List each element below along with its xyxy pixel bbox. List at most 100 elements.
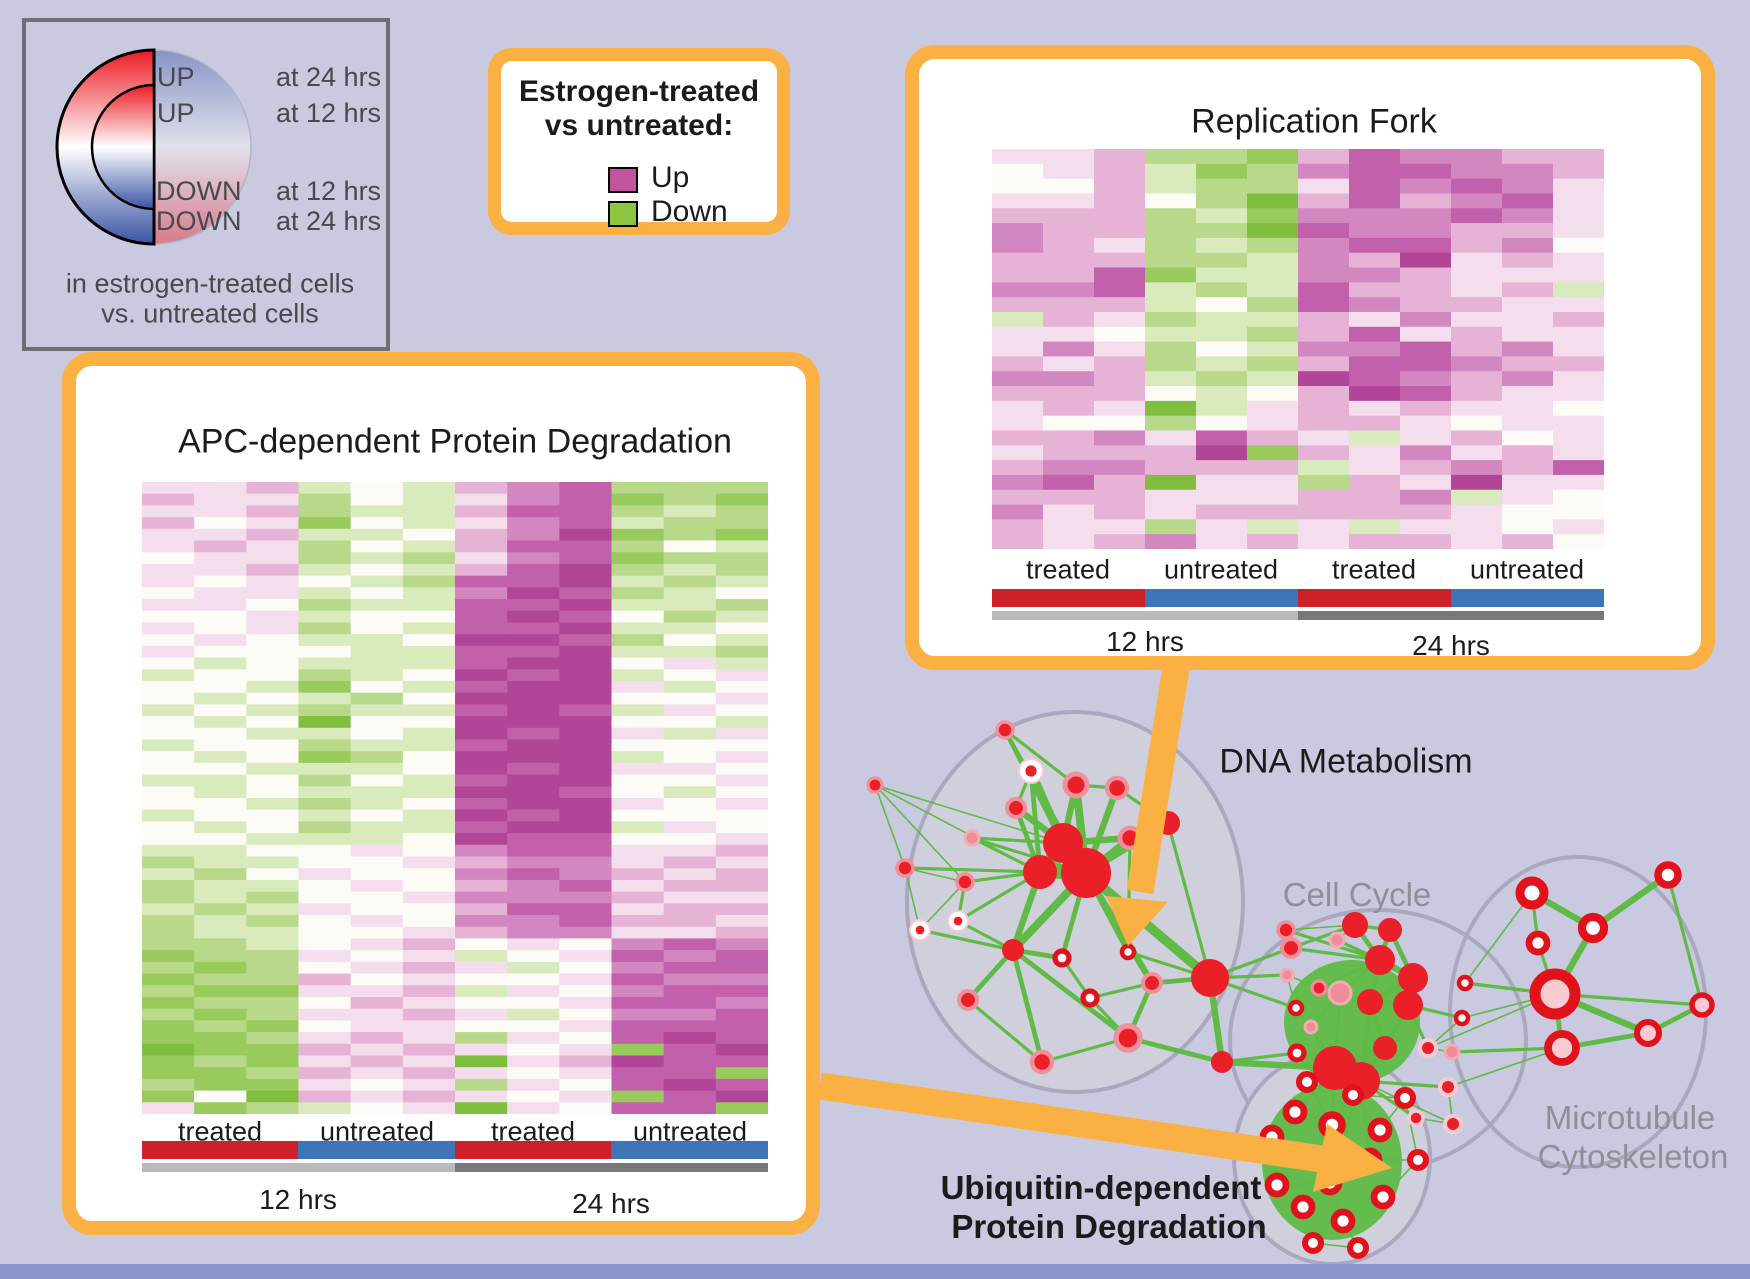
- heatmap-cell: [402, 528, 456, 541]
- heatmap-cell: [1451, 341, 1503, 357]
- heatmap-cell: [455, 891, 508, 904]
- network-node: [963, 829, 981, 847]
- heatmap-cell: [715, 622, 768, 635]
- heatmap-cell: [1400, 237, 1452, 254]
- heatmap-cell: [246, 517, 299, 530]
- heatmap-cell: [559, 1090, 612, 1103]
- figure-bottom-edge-strip: [0, 1264, 1750, 1279]
- heatmap-cell: [1298, 326, 1350, 342]
- heatmap-cell: [507, 891, 560, 904]
- heatmap-cell: [402, 552, 456, 565]
- network-node: [1156, 811, 1180, 835]
- heatmap-cell: [402, 692, 456, 705]
- heatmap-cell: [715, 680, 768, 694]
- heatmap-cell: [1553, 415, 1604, 431]
- heatmap-cell: [1043, 252, 1095, 268]
- heatmap-cell: [1400, 267, 1452, 283]
- heatmap-cell: [1400, 223, 1452, 239]
- heatmap-cell: [715, 1043, 768, 1056]
- heatmap-cell: [455, 528, 508, 541]
- heatmap-cell: [1196, 297, 1248, 313]
- heatmap-cell: [194, 915, 247, 928]
- heatmap-cell: [663, 926, 717, 939]
- heatmap-cell: [1553, 341, 1604, 357]
- heatmap-cell: [715, 950, 768, 963]
- heatmap-cell: [611, 1055, 665, 1068]
- heatmap-cell: [507, 669, 560, 682]
- cluster-ellipse: [905, 710, 1245, 1094]
- heatmap-cell: [559, 505, 612, 518]
- network-edge: [919, 928, 1014, 952]
- heatmap-cell: [246, 599, 299, 612]
- heatmap-cell: [1553, 282, 1604, 298]
- network-node: [1373, 1036, 1397, 1060]
- heatmap-cell: [142, 552, 195, 565]
- heatmap-cell: [1400, 341, 1452, 357]
- heatmap-cell: [559, 493, 612, 506]
- heatmap-cell: [402, 563, 456, 577]
- heatmap-cell: [507, 938, 560, 951]
- apc-panel: APC-dependent Protein Degradation treate…: [62, 352, 820, 1235]
- heatmap-cell: [663, 622, 717, 635]
- heatmap-cell: [455, 786, 508, 799]
- heatmap-cell: [611, 809, 665, 822]
- heatmap-cell: [715, 844, 768, 857]
- heatmap-cell: [350, 868, 404, 881]
- heatmap-cell: [350, 1078, 404, 1091]
- heatmap-cell: [1451, 460, 1503, 476]
- heatmap-cell: [1043, 460, 1095, 476]
- heatmap-cell: [298, 587, 352, 600]
- heatmap-cell: [246, 751, 299, 764]
- heatmap-cell: [1247, 371, 1299, 387]
- heatmap-cell: [402, 798, 456, 811]
- heatmap-cell: [611, 786, 665, 799]
- heatmap-cell: [559, 645, 612, 658]
- heatmap-cell: [507, 1078, 560, 1091]
- rf-treated-bar-12: [992, 589, 1145, 607]
- heatmap-cell: [402, 587, 456, 600]
- network-edge: [966, 998, 1044, 1064]
- heatmap-cell: [992, 400, 1044, 417]
- heatmap-cell: [559, 856, 612, 869]
- heatmap-cell: [507, 762, 560, 775]
- heatmap-cell: [1502, 445, 1554, 461]
- heatmap-cell: [507, 798, 560, 811]
- heatmap-cell: [350, 575, 404, 588]
- heatmap-cell: [142, 610, 195, 623]
- heatmap-cell: [298, 727, 352, 740]
- heatmap-cell: [298, 680, 352, 694]
- heatmap-cell: [559, 996, 612, 1010]
- heatmap-cell: [992, 356, 1044, 372]
- heatmap-cell: [246, 1090, 299, 1103]
- heatmap-cell: [1451, 504, 1503, 520]
- heatmap-cell: [507, 599, 560, 612]
- heatmap-cell: [1451, 386, 1503, 402]
- heatmap-cell: [559, 610, 612, 623]
- up-swatch: [608, 167, 638, 193]
- heatmap-cell: [559, 774, 612, 787]
- heatmap-cell: [142, 774, 195, 787]
- heatmap-cell: [402, 938, 456, 951]
- heatmap-cell: [1247, 400, 1299, 417]
- heatmap-cell: [715, 563, 768, 577]
- heatmap-cell: [246, 634, 299, 647]
- heatmap-cell: [559, 704, 612, 717]
- network-node: [1529, 968, 1581, 1020]
- heatmap-cell: [1451, 149, 1503, 165]
- heatmap-cell: [663, 1090, 717, 1103]
- heatmap-cell: [1145, 519, 1197, 535]
- heatmap-cell: [246, 798, 299, 811]
- heatmap-cell: [246, 610, 299, 623]
- heatmap-cell: [1094, 193, 1146, 209]
- heatmap-cell: [1145, 149, 1197, 165]
- heatmap-cell: [402, 1032, 456, 1045]
- heatmap-cell: [507, 915, 560, 928]
- heatmap-cell: [559, 540, 612, 553]
- heatmap-cell: [559, 1043, 612, 1056]
- heatmap-cell: [992, 415, 1044, 431]
- heatmap-cell: [298, 1078, 352, 1091]
- heatmap-cell: [1298, 208, 1350, 224]
- heatmap-cell: [663, 1043, 717, 1056]
- heatmap-cell: [402, 517, 456, 530]
- heatmap-cell: [194, 833, 247, 846]
